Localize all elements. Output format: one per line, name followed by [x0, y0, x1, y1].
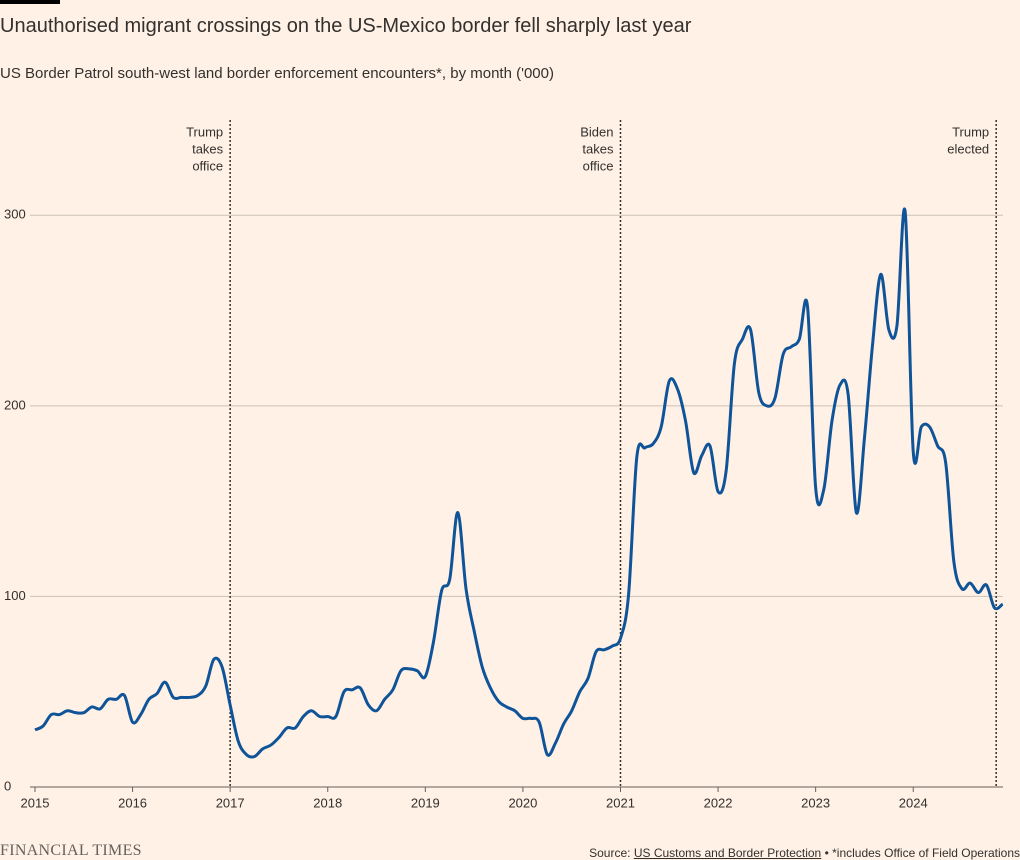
x-tick-label: 2016 [118, 795, 147, 810]
chart-title: Unauthorised migrant crossings on the US… [0, 15, 692, 37]
source-link[interactable]: US Customs and Border Protection [633, 846, 822, 860]
y-tick-label: 0 [4, 778, 11, 793]
x-tick-label: 2019 [411, 795, 440, 810]
x-tick-label: 2021 [606, 795, 635, 810]
annotation-text: Trump [952, 124, 989, 139]
x-tick-label: 2017 [216, 795, 245, 810]
x-tick-label: 2018 [313, 795, 342, 810]
x-tick-label: 2022 [704, 795, 733, 810]
x-tick-label: 2024 [899, 795, 928, 810]
brand-bar [0, 0, 60, 4]
y-tick-label: 200 [4, 397, 26, 412]
source: Source: US Customs and Border Protection… [589, 846, 1020, 860]
source-note: • *includes Office of Field Operations [824, 846, 1020, 860]
y-tick-label: 300 [4, 207, 26, 222]
x-tick-label: 2015 [21, 795, 50, 810]
annotation-text: Biden [580, 124, 613, 139]
annotation-text: takes [582, 141, 614, 156]
annotation-text: takes [192, 141, 224, 156]
y-tick-label: 100 [4, 588, 26, 603]
annotation-text: office [583, 158, 614, 173]
chart-subtitle: US Border Patrol south-west land border … [0, 65, 554, 82]
source-prefix: Source: [589, 846, 631, 860]
brand-logo: FINANCIAL TIMES [0, 842, 142, 859]
annotation-text: office [192, 158, 223, 173]
annotation-text: elected [947, 141, 989, 156]
data-line [34, 207, 1004, 759]
x-tick-label: 2020 [508, 795, 537, 810]
annotation-text: Trump [186, 124, 223, 139]
x-tick-label: 2023 [801, 795, 830, 810]
